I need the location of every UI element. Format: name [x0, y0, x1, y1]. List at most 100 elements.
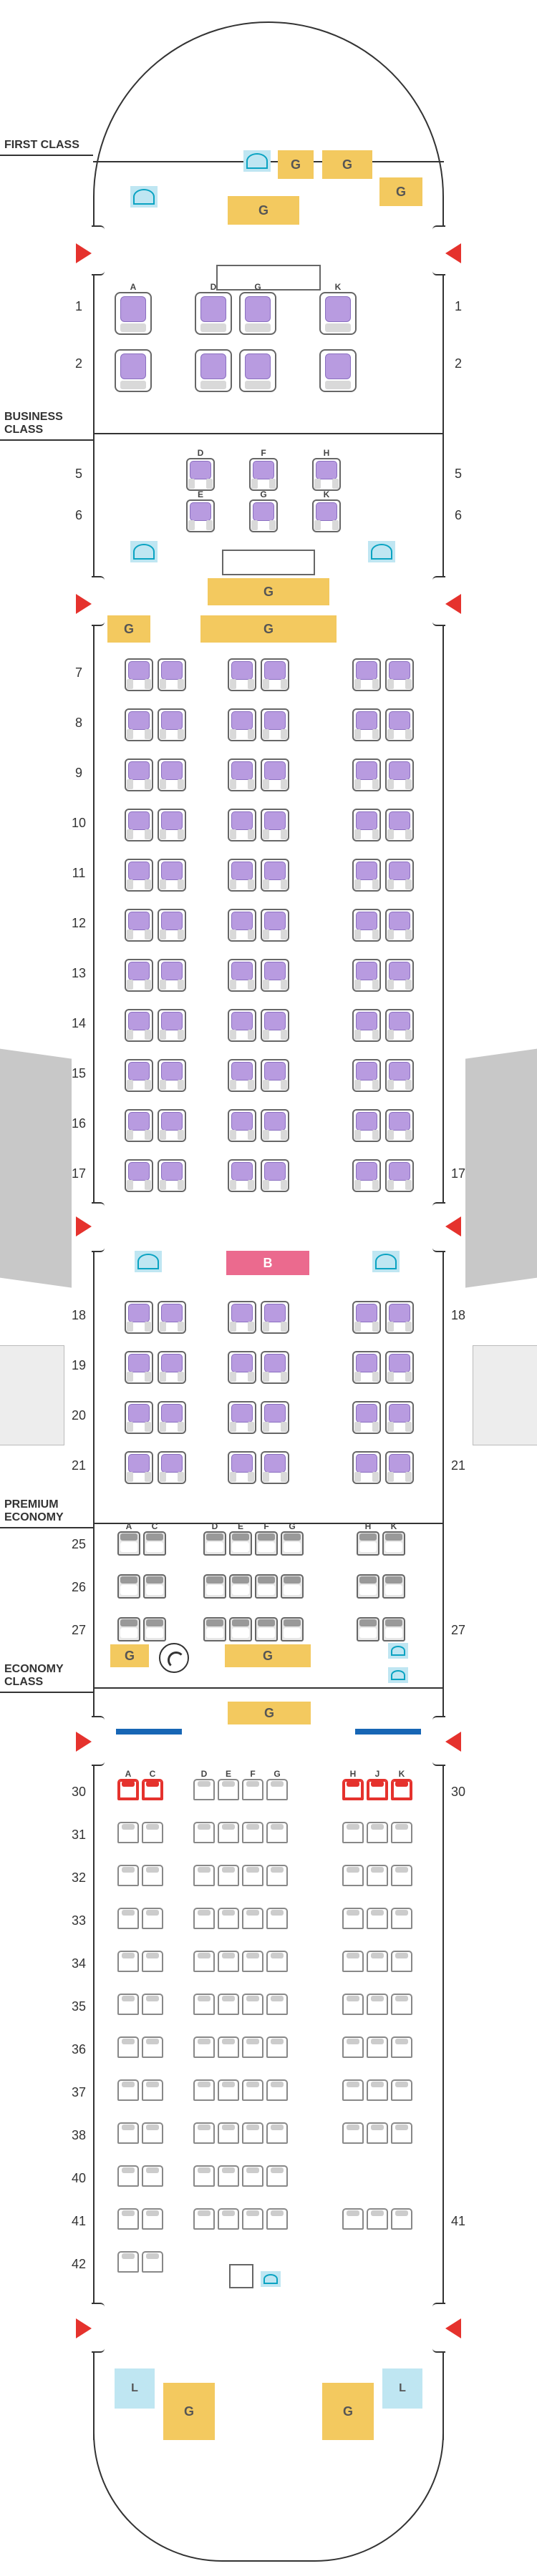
seat[interactable] [261, 959, 289, 992]
seat[interactable] [142, 1822, 163, 1843]
seat[interactable] [385, 809, 414, 841]
seat[interactable] [218, 1822, 239, 1843]
seat[interactable]: E [186, 499, 215, 532]
seat[interactable] [228, 1159, 256, 1192]
seat[interactable] [125, 1159, 153, 1192]
seat[interactable] [218, 1951, 239, 1972]
seat[interactable] [228, 959, 256, 992]
seat[interactable] [193, 1908, 215, 1929]
seat[interactable] [242, 2165, 263, 2187]
seat[interactable] [261, 1059, 289, 1092]
seat[interactable] [391, 1994, 412, 2015]
seat[interactable] [342, 2208, 364, 2230]
seat[interactable] [239, 349, 276, 392]
seat[interactable] [218, 1865, 239, 1886]
seat[interactable] [125, 809, 153, 841]
seat[interactable] [218, 1994, 239, 2015]
seat[interactable]: C [142, 1779, 163, 1800]
seat[interactable] [193, 1865, 215, 1886]
seat[interactable] [193, 2165, 215, 2187]
seat[interactable] [193, 2208, 215, 2230]
seat[interactable] [352, 1401, 381, 1434]
seat[interactable] [158, 1009, 186, 1042]
seat[interactable] [352, 1351, 381, 1384]
seat[interactable] [261, 758, 289, 791]
seat[interactable] [266, 2208, 288, 2230]
seat[interactable] [281, 1617, 304, 1641]
seat[interactable] [228, 809, 256, 841]
seat[interactable] [158, 1109, 186, 1142]
seat[interactable]: J [367, 1779, 388, 1800]
seat[interactable]: D [195, 292, 232, 335]
seat[interactable] [158, 1059, 186, 1092]
seat[interactable] [218, 2036, 239, 2058]
seat[interactable] [125, 1109, 153, 1142]
seat[interactable] [385, 658, 414, 691]
seat[interactable] [125, 1301, 153, 1334]
seat[interactable] [125, 859, 153, 892]
seat[interactable] [352, 1301, 381, 1334]
seat[interactable] [142, 2036, 163, 2058]
seat[interactable] [125, 658, 153, 691]
seat[interactable] [193, 2122, 215, 2144]
seat[interactable] [266, 1865, 288, 1886]
seat[interactable] [228, 1301, 256, 1334]
seat[interactable] [158, 708, 186, 741]
seat[interactable] [125, 1401, 153, 1434]
seat[interactable] [281, 1574, 304, 1599]
seat[interactable] [367, 1951, 388, 1972]
seat[interactable]: G [281, 1531, 304, 1556]
seat[interactable] [352, 1451, 381, 1484]
seat[interactable] [352, 959, 381, 992]
seat[interactable] [261, 1159, 289, 1192]
seat[interactable] [255, 1617, 278, 1641]
seat[interactable] [218, 2165, 239, 2187]
seat[interactable]: D [186, 458, 215, 491]
seat[interactable] [261, 1351, 289, 1384]
seat[interactable] [242, 1822, 263, 1843]
seat[interactable] [125, 1451, 153, 1484]
seat[interactable] [266, 1822, 288, 1843]
seat[interactable] [117, 2079, 139, 2101]
seat[interactable] [367, 2122, 388, 2144]
seat[interactable] [228, 859, 256, 892]
seat[interactable] [228, 1401, 256, 1434]
seat[interactable]: K [312, 499, 341, 532]
seat[interactable] [195, 349, 232, 392]
seat[interactable] [352, 1159, 381, 1192]
seat[interactable] [158, 1351, 186, 1384]
seat[interactable] [266, 2079, 288, 2101]
seat[interactable] [228, 1009, 256, 1042]
seat[interactable] [158, 1301, 186, 1334]
seat[interactable] [142, 1951, 163, 1972]
seat[interactable] [261, 1009, 289, 1042]
seat[interactable] [382, 1574, 405, 1599]
seat[interactable] [367, 1865, 388, 1886]
seat[interactable] [242, 2036, 263, 2058]
seat[interactable] [261, 1451, 289, 1484]
seat[interactable] [385, 859, 414, 892]
seat[interactable]: A [117, 1779, 139, 1800]
seat[interactable] [218, 2208, 239, 2230]
seat[interactable] [125, 1351, 153, 1384]
seat[interactable] [391, 2079, 412, 2101]
seat[interactable] [158, 909, 186, 942]
seat[interactable] [352, 658, 381, 691]
seat[interactable] [158, 809, 186, 841]
seat[interactable] [203, 1574, 226, 1599]
seat[interactable] [385, 708, 414, 741]
seat[interactable] [228, 1451, 256, 1484]
seat[interactable] [142, 2079, 163, 2101]
seat[interactable] [385, 1351, 414, 1384]
seat[interactable] [242, 2208, 263, 2230]
seat[interactable] [158, 959, 186, 992]
seat[interactable] [117, 2165, 139, 2187]
seat[interactable] [242, 1994, 263, 2015]
seat[interactable]: D [203, 1531, 226, 1556]
seat[interactable] [391, 2122, 412, 2144]
seat[interactable] [342, 1908, 364, 1929]
seat[interactable] [242, 1908, 263, 1929]
seat[interactable] [143, 1574, 166, 1599]
seat[interactable]: G [266, 1779, 288, 1800]
seat[interactable] [117, 1617, 140, 1641]
